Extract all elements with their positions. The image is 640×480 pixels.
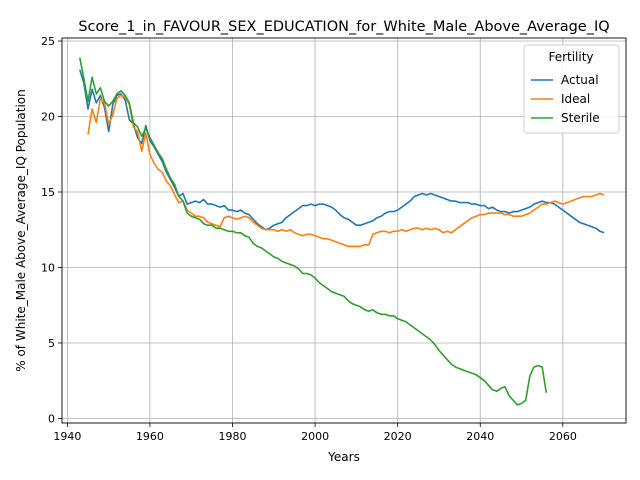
x-tick-label: 1980 [219,430,247,443]
x-axis-ticks: 1940 1960 1980 2000 2020 2040 2060 [53,423,577,443]
series-lines [79,57,605,406]
legend-label-ideal: Ideal [561,92,590,106]
legend-label-actual: Actual [561,73,599,87]
y-tick-label: 0 [48,412,55,425]
y-tick-label: 20 [41,111,55,124]
legend: Fertility Actual Ideal Sterile [523,44,620,134]
x-tick-label: 1960 [136,430,164,443]
series-line-ideal [87,94,605,248]
legend-label-sterile: Sterile [561,111,600,125]
x-axis-label: Years [327,450,360,464]
legend-box [523,44,620,134]
plot-frame [61,37,627,424]
series-line-actual [79,69,605,234]
x-tick-label: 2000 [301,430,329,443]
y-tick-label: 25 [41,35,55,48]
x-tick-label: 1940 [53,430,81,443]
y-tick-label: 5 [48,337,55,350]
y-axis-ticks: 0 5 10 15 20 25 [41,35,62,425]
x-tick-label: 2020 [384,430,412,443]
y-tick-label: 15 [41,186,55,199]
x-tick-label: 2060 [549,430,577,443]
y-axis-label: % of White_Male Above_Average_IQ Populat… [14,89,28,372]
y-tick-label: 10 [41,261,55,274]
chart-title: Score_1_in_FAVOUR_SEX_EDUCATION_for_Whit… [78,19,609,35]
grid [62,38,626,423]
legend-title: Fertility [548,50,593,64]
x-tick-label: 2040 [466,430,494,443]
legend-items: Actual Ideal Sterile [531,73,600,125]
series-line-sterile [79,57,548,406]
